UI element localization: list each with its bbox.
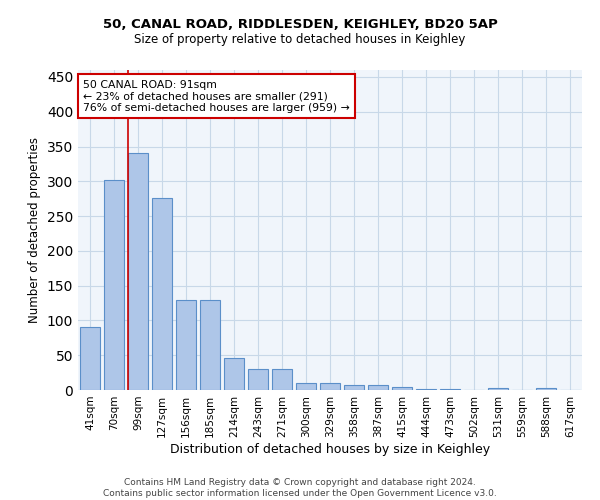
Bar (80, 326, 100, 390)
Bar (152, 198, 172, 390)
Bar (104, 180, 124, 390)
Bar (416, 388, 436, 390)
X-axis label: Distribution of detached houses by size in Keighley: Distribution of detached houses by size … (170, 442, 490, 456)
Text: 50, CANAL ROAD, RIDDLESDEN, KEIGHLEY, BD20 5AP: 50, CANAL ROAD, RIDDLESDEN, KEIGHLEY, BD… (103, 18, 497, 30)
Bar (248, 369, 268, 390)
Bar (224, 358, 244, 390)
Bar (536, 388, 556, 390)
Bar (368, 385, 388, 390)
Text: 50 CANAL ROAD: 91sqm
← 23% of detached houses are smaller (291)
76% of semi-deta: 50 CANAL ROAD: 91sqm ← 23% of detached h… (83, 80, 350, 113)
Text: Size of property relative to detached houses in Keighley: Size of property relative to detached ho… (134, 32, 466, 46)
Bar (176, 300, 196, 390)
Bar (392, 386, 412, 390)
Bar (320, 383, 340, 390)
Bar (344, 385, 364, 390)
Bar (440, 388, 460, 390)
Bar (128, 154, 148, 390)
Text: Contains HM Land Registry data © Crown copyright and database right 2024.
Contai: Contains HM Land Registry data © Crown c… (103, 478, 497, 498)
Bar (488, 388, 508, 390)
Bar (200, 300, 220, 390)
Bar (272, 369, 292, 390)
Bar (296, 383, 316, 390)
Y-axis label: Number of detached properties: Number of detached properties (28, 137, 41, 323)
